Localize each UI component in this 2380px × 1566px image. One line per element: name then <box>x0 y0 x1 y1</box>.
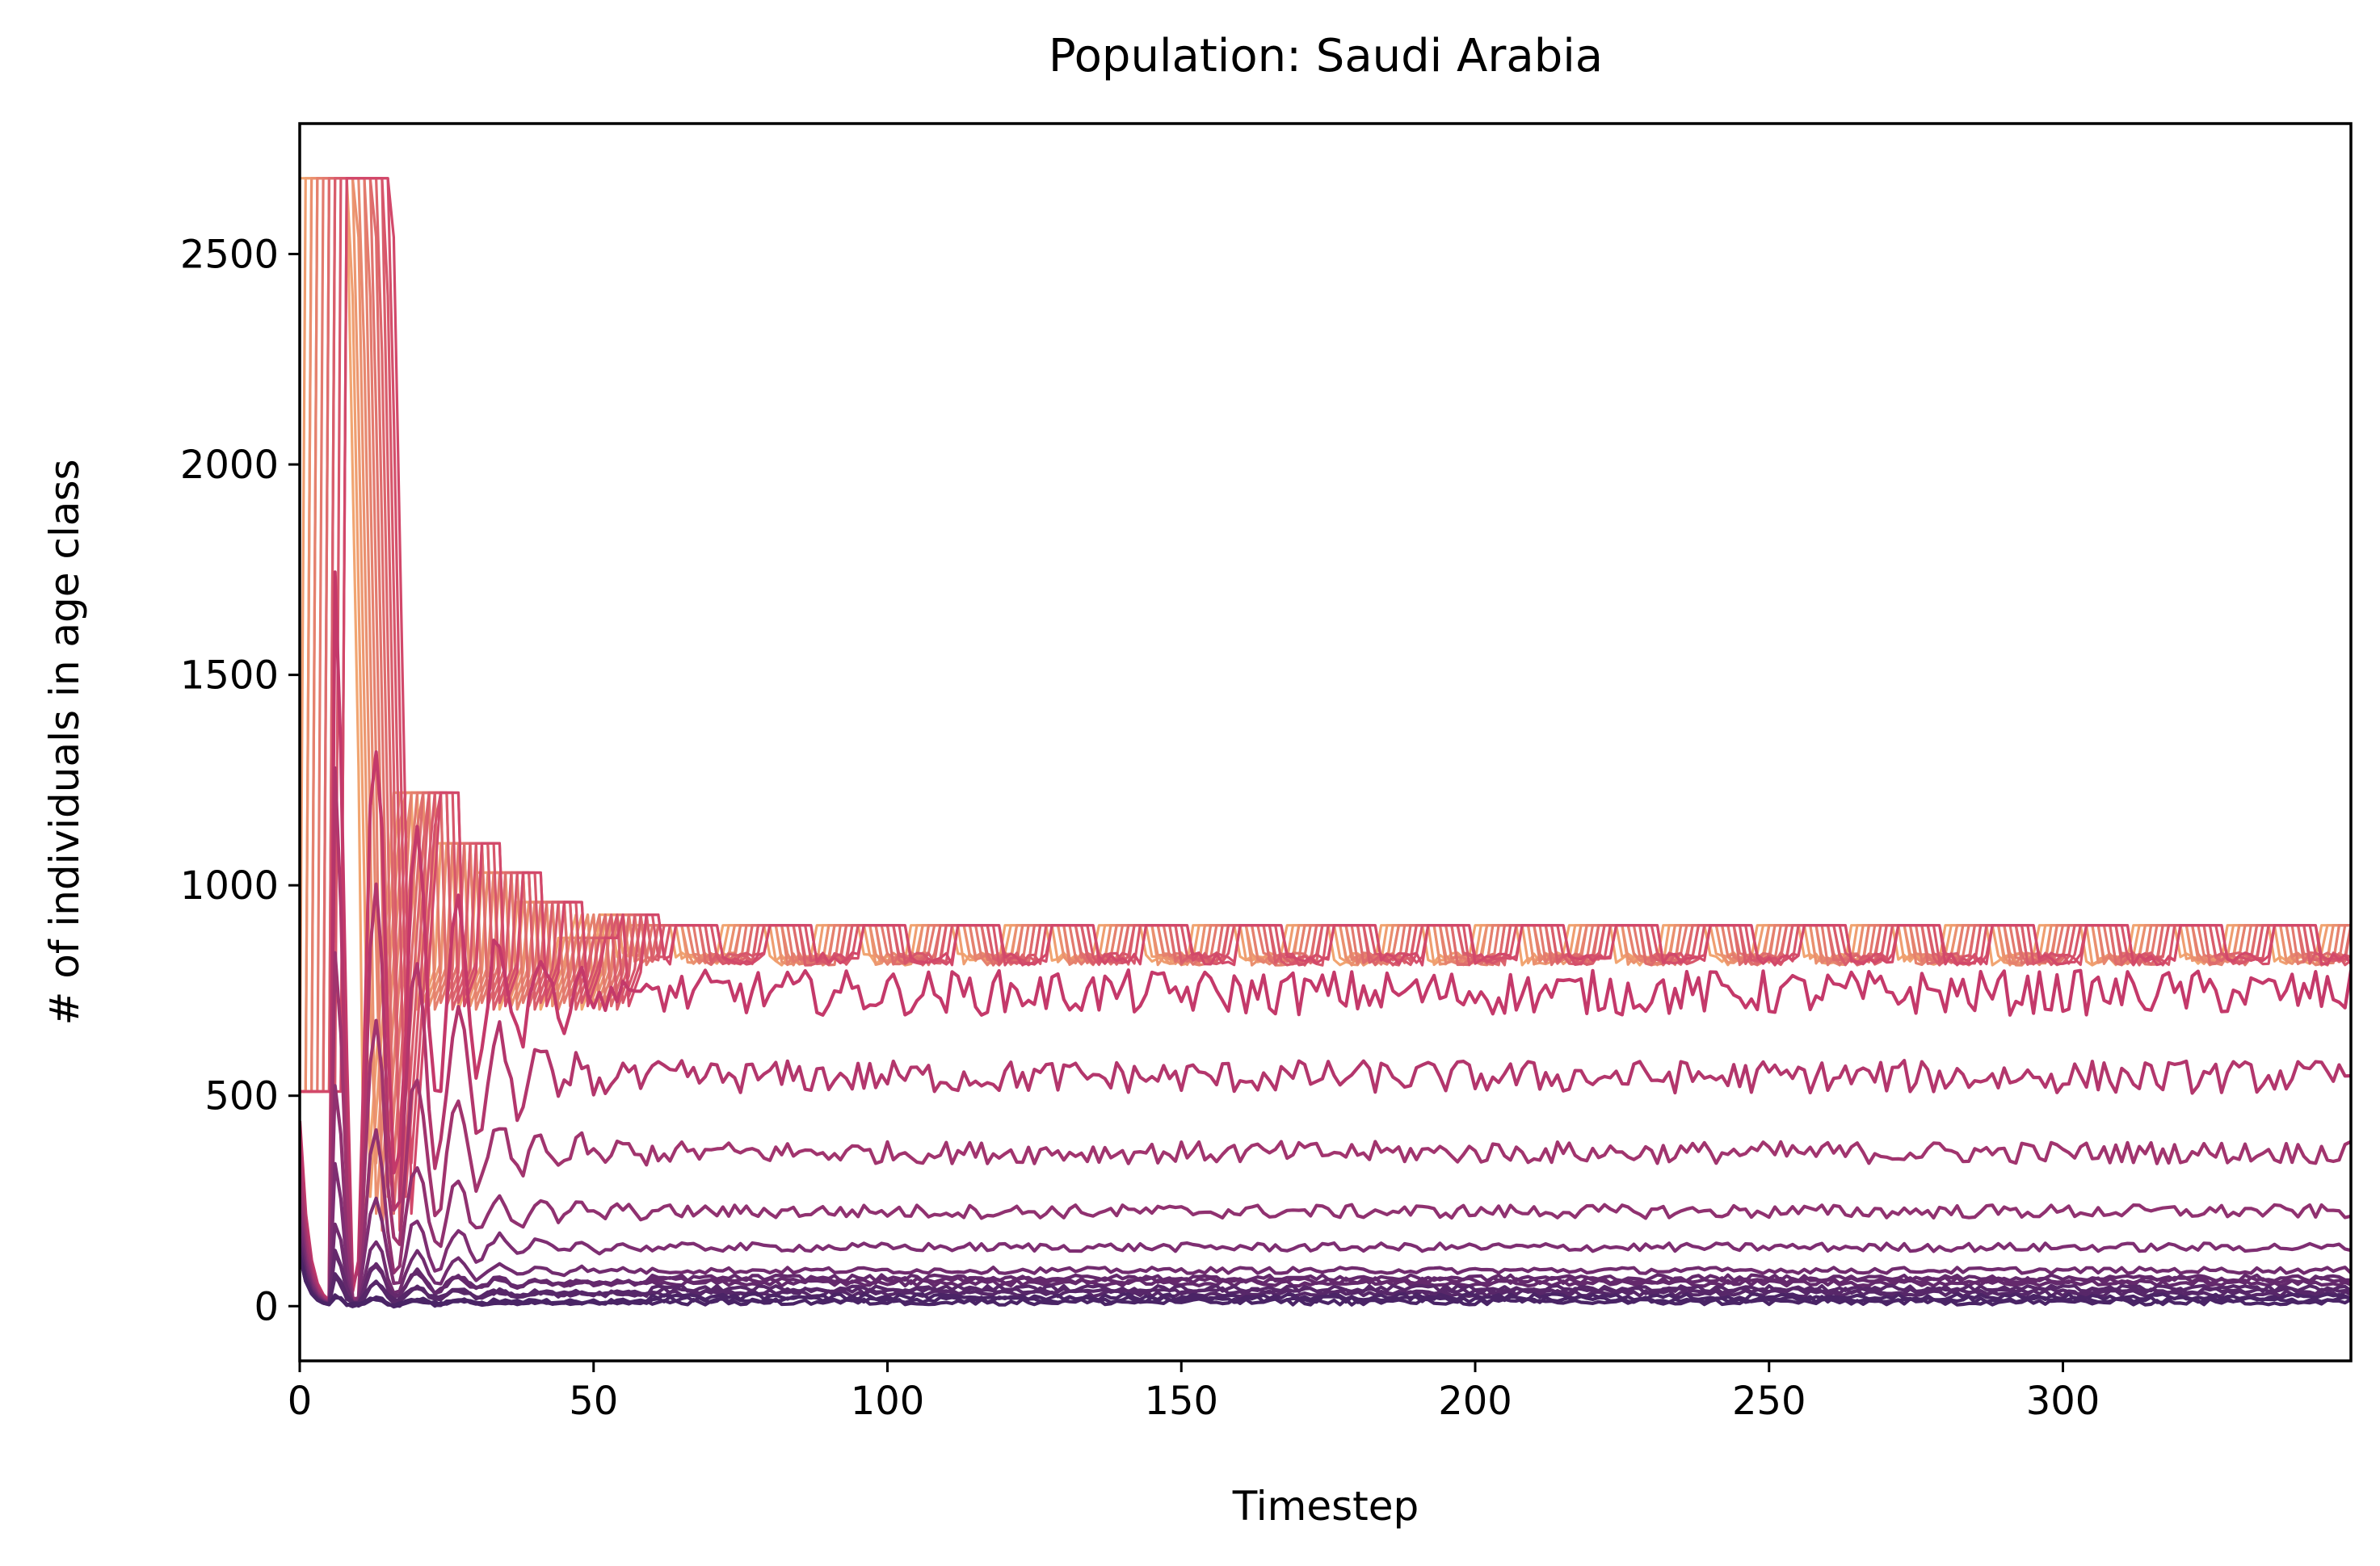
series-line-age-class-1-0 <box>300 570 2351 1303</box>
series-line-youngest-13 <box>300 177 2351 1215</box>
y-tick-label: 500 <box>204 1074 279 1119</box>
plot-area <box>300 177 2351 1309</box>
x-axis-label: Timestep <box>1232 1483 1419 1530</box>
series-line-age-class-8-2 <box>300 1246 2351 1307</box>
series-line-youngest-6 <box>300 177 2351 1199</box>
series-line-age-class-9-2 <box>300 1255 2351 1308</box>
x-tick-label: 150 <box>1144 1379 1218 1424</box>
series-line-age-class-3-0 <box>300 951 2351 1304</box>
series-line-youngest-8 <box>300 177 2351 1215</box>
y-tick-label: 2000 <box>180 443 279 488</box>
series-line-age-class-5-0 <box>300 1161 2351 1305</box>
x-tick-label: 0 <box>288 1379 313 1424</box>
series-line-youngest-1 <box>300 177 2351 1199</box>
series-line-youngest-9 <box>300 177 2351 1182</box>
series-line-youngest-10 <box>300 177 2351 1232</box>
y-tick-label: 1000 <box>180 863 279 909</box>
series-line-youngest-7 <box>300 177 2351 1165</box>
x-tick-label: 200 <box>1438 1379 1512 1424</box>
x-tick-label: 300 <box>2026 1379 2100 1424</box>
plot-frame <box>298 122 2353 1362</box>
x-axis: 0 50 100 150 200 250 300 <box>288 1361 2100 1424</box>
series-line-youngest-2 <box>300 177 2351 1165</box>
series-line-age-class-7-2 <box>300 1238 2351 1308</box>
series-line-age-class-6-0 <box>300 1222 2351 1307</box>
y-tick-label: 1500 <box>180 653 279 699</box>
series-line-age-class-4-0 <box>300 1084 2351 1305</box>
y-tick-label: 0 <box>254 1284 279 1329</box>
series-line-youngest-0 <box>300 177 2351 1232</box>
chart-title: Population: Saudi Arabia <box>1049 30 1603 82</box>
x-tick-label: 50 <box>569 1379 618 1424</box>
series-line-age-class-2-0 <box>300 766 2351 1304</box>
series-line-youngest-4 <box>300 177 2351 1182</box>
y-axis: 0 500 1000 1500 2000 2500 <box>180 233 300 1329</box>
series-line-youngest-3 <box>300 177 2351 1215</box>
x-tick-label: 100 <box>851 1379 925 1424</box>
y-axis-label: # of individuals in age class <box>41 459 88 1025</box>
series-line-youngest-12 <box>300 177 2351 1165</box>
y-tick-label: 2500 <box>180 233 279 278</box>
series-line-youngest-11 <box>300 177 2351 1199</box>
series-line-youngest-5 <box>300 177 2351 1232</box>
x-tick-label: 250 <box>1732 1379 1806 1424</box>
